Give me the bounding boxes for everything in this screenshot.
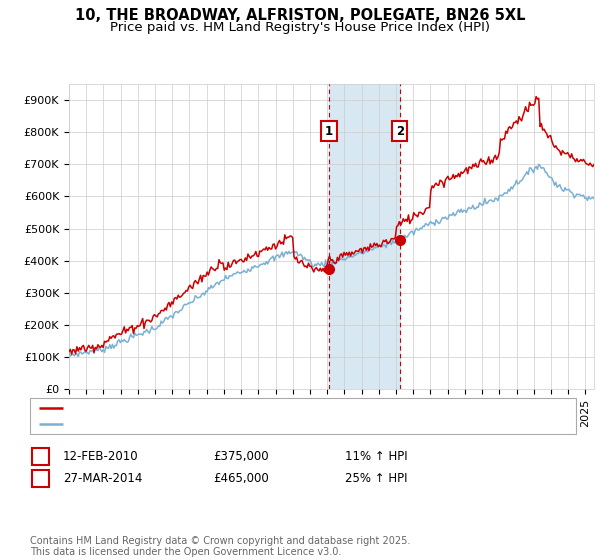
Text: 25% ↑ HPI: 25% ↑ HPI — [345, 472, 407, 486]
Text: 2: 2 — [396, 125, 404, 138]
Text: 11% ↑ HPI: 11% ↑ HPI — [345, 450, 407, 463]
Text: HPI: Average price, detached house, Wealden: HPI: Average price, detached house, Weal… — [69, 417, 338, 430]
Text: £465,000: £465,000 — [213, 472, 269, 486]
Bar — [329, 84, 400, 389]
Text: 12-FEB-2010: 12-FEB-2010 — [63, 450, 139, 463]
Text: 27-MAR-2014: 27-MAR-2014 — [63, 472, 142, 486]
Text: 10, THE BROADWAY, ALFRISTON, POLEGATE, BN26 5XL: 10, THE BROADWAY, ALFRISTON, POLEGATE, B… — [75, 8, 525, 24]
Text: 1: 1 — [325, 125, 333, 138]
Text: Contains HM Land Registry data © Crown copyright and database right 2025.
This d: Contains HM Land Registry data © Crown c… — [30, 535, 410, 557]
Text: 1: 1 — [37, 450, 45, 463]
Text: Price paid vs. HM Land Registry's House Price Index (HPI): Price paid vs. HM Land Registry's House … — [110, 21, 490, 34]
Text: £375,000: £375,000 — [213, 450, 269, 463]
Text: 2: 2 — [37, 472, 45, 486]
Text: 10, THE BROADWAY, ALFRISTON, POLEGATE, BN26 5XL (detached house): 10, THE BROADWAY, ALFRISTON, POLEGATE, B… — [69, 402, 500, 414]
